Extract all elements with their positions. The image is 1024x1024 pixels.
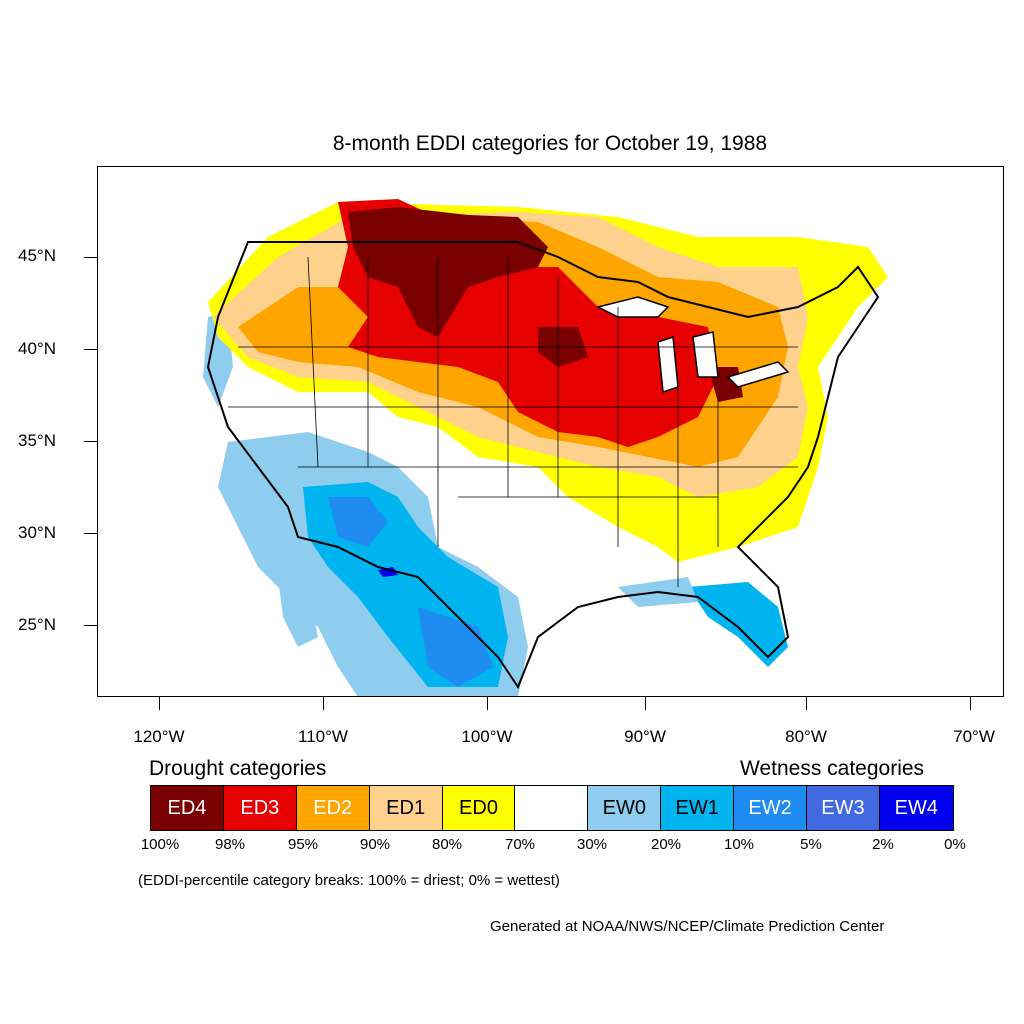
lat-tick-30: 30°N (18, 523, 56, 542)
break-label: 80% (431, 836, 463, 853)
lon-tickmark (970, 697, 971, 710)
region-ed4 (348, 207, 743, 402)
lon-tick-90: 90°W (624, 727, 666, 746)
legend-cell-ew1: EW1 (661, 786, 735, 830)
map-canvas (203, 199, 888, 696)
wetness-categories-heading: Wetness categories (740, 757, 925, 780)
region-baja-wet (278, 577, 318, 647)
map-title: 8-month EDDI categories for October 19, … (332, 132, 768, 155)
lat-tick-40: 40°N (18, 339, 56, 358)
lon-tick-70: 70°W (953, 727, 995, 746)
lat-tick-45: 45°N (18, 246, 56, 265)
break-label: 20% (650, 836, 682, 853)
legend-cell-ed2: ED2 (296, 786, 370, 830)
category-colorbar: ED4 ED3 ED2 ED1 ED0 EW0 EW1 EW2 EW3 EW4 (150, 785, 954, 831)
legend-cell-ed1: ED1 (369, 786, 443, 830)
legend-cell-ew2: EW2 (734, 786, 808, 830)
legend-cell-ew0: EW0 (588, 786, 662, 830)
legend-cell-ed4: ED4 (151, 786, 224, 830)
eddi-map (97, 166, 1004, 697)
category-breaks-note: (EDDI-percentile category breaks: 100% =… (138, 872, 560, 889)
lat-tick-25: 25°N (18, 615, 56, 634)
legend-cell-normal (515, 786, 589, 830)
us-outline (206, 241, 880, 690)
credit-line: Generated at NOAA/NWS/NCEP/Climate Predi… (490, 918, 885, 935)
drought-categories-heading: Drought categories (149, 757, 327, 780)
lat-tickmark (84, 625, 97, 626)
break-label: 98% (214, 836, 246, 853)
break-label: 10% (723, 836, 755, 853)
lon-tickmark (806, 697, 807, 710)
legend-cell-ed0: ED0 (442, 786, 516, 830)
break-label: 30% (576, 836, 608, 853)
lat-tickmark (84, 349, 97, 350)
break-label: 0% (944, 836, 966, 853)
lat-tick-35: 35°N (18, 431, 56, 450)
region-ew2-southwest (328, 497, 493, 687)
lon-tickmark (159, 697, 160, 710)
lat-tickmark (84, 533, 97, 534)
lon-tick-80: 80°W (785, 727, 827, 746)
lon-tickmark (487, 697, 488, 710)
region-florida-wet (688, 582, 788, 667)
region-ew4-patch (378, 567, 398, 577)
legend-cell-ew4: EW4 (879, 786, 953, 830)
lat-tickmark (84, 441, 97, 442)
lon-tick-110: 110°W (298, 727, 348, 746)
lon-tickmark (645, 697, 646, 710)
state-boundaries (228, 256, 798, 587)
break-label: 90% (359, 836, 391, 853)
break-label: 2% (872, 836, 894, 853)
lat-tickmark (84, 257, 97, 258)
legend-cell-ed3: ED3 (223, 786, 297, 830)
break-label: 95% (287, 836, 319, 853)
lon-tick-100: 100°W (461, 727, 513, 746)
break-label: 100% (140, 836, 180, 853)
break-label: 70% (504, 836, 536, 853)
legend-cell-ew3: EW3 (807, 786, 880, 830)
lon-tickmark (323, 697, 324, 710)
lon-tick-120: 120°W (133, 727, 185, 746)
break-label: 5% (800, 836, 822, 853)
